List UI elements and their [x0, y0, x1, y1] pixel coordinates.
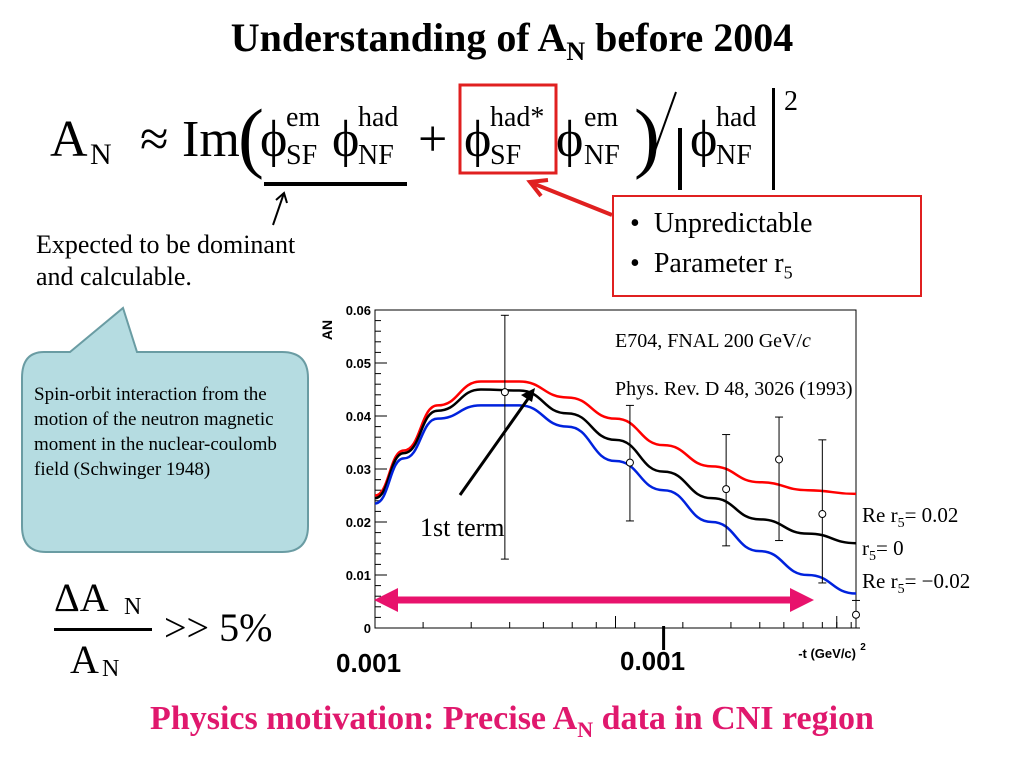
- ratio-numerator: ΔA: [54, 575, 109, 620]
- formula-phi-1: ϕ: [260, 111, 288, 168]
- formula-had-2: had: [716, 102, 757, 133]
- bullet-item-2: • Parameter r5: [630, 248, 793, 283]
- formula-phi-2: ϕ: [332, 111, 360, 168]
- x-axis-label-power: 2: [860, 642, 866, 653]
- formula-power: 2: [784, 86, 798, 117]
- data-point: [625, 458, 634, 467]
- second-term-highlight-box: [458, 83, 558, 175]
- data-point: [500, 388, 509, 397]
- first-term-arrow-icon: [458, 395, 532, 496]
- bubble-text: Spin-orbit interaction from the motion o…: [34, 384, 277, 480]
- legend-r5-zero: r5= 0: [862, 536, 904, 565]
- reference-annotation: Phys. Rev. D 48, 3026 (1993): [615, 378, 853, 400]
- data-point: [722, 485, 731, 494]
- formula-nf-3: NF: [716, 140, 752, 171]
- data-point: [775, 455, 784, 464]
- formula-lhs-sub: N: [90, 138, 112, 171]
- unpredictable-box: • Unpredictable • Parameter r5: [612, 195, 922, 297]
- formula-im: Im: [182, 111, 240, 168]
- formula-had-1: had: [358, 102, 399, 133]
- first-term-arrowhead-icon: [521, 388, 535, 402]
- series-curve-2: [374, 404, 857, 595]
- ratio-numerator-sub: N: [124, 594, 142, 620]
- formula-close-paren: ): [634, 93, 660, 180]
- red-pointer-arrow-icon: [526, 178, 613, 217]
- ratio-fraction-bar: [54, 628, 152, 631]
- dominant-note: Expected to be dominant and calculable.: [36, 229, 295, 293]
- an-chart: 0 0.01 0.02 0.03 0.04 0.05 0.06 AN -t (GeV/c) 2: [318, 298, 878, 678]
- slide-title: Understanding of AN before 2004: [230, 15, 794, 66]
- bullet-item-1: • Unpredictable: [630, 208, 813, 239]
- y-tick-label: 0: [364, 621, 371, 636]
- y-tick-label: 0.04: [346, 409, 372, 424]
- ratio-denominator-sub: N: [102, 656, 120, 682]
- ratio-formula: ΔA N A N >> 5%: [40, 570, 300, 690]
- x-range-label-right: 0.001: [620, 646, 686, 676]
- formula-had-star: had*: [490, 102, 545, 133]
- data-point: [818, 510, 827, 519]
- formula-em-2: em: [584, 102, 619, 133]
- ratio-denominator: A: [70, 637, 99, 682]
- y-tick-label: 0.06: [346, 303, 371, 318]
- formula-sf-2: SF: [490, 140, 522, 171]
- series-curve-1: [374, 388, 857, 545]
- x-range-label-left: 0.001: [336, 648, 402, 678]
- formula-plus: +: [418, 111, 448, 168]
- asymmetry-formula: A N ≈ Im ( ϕ em SF ϕ had NF + ϕ had* SF …: [0, 0, 1024, 200]
- dominant-note-line-1: Expected to be dominant: [36, 230, 296, 259]
- y-tick-label: 0.01: [346, 568, 371, 583]
- formula-decorations: [264, 83, 677, 186]
- curve-legend: Re r5= 0.02 r5= 0 Re r5= −0.02: [862, 503, 970, 603]
- spin-orbit-bubble: [21, 306, 309, 553]
- y-tick-label: 0.02: [346, 515, 371, 530]
- ratio-rhs: >> 5%: [164, 605, 273, 650]
- source-annotation: E704, FNAL 200 GeV/c: [615, 330, 811, 352]
- x-axis-label: -t (GeV/c): [798, 646, 856, 661]
- formula-open-paren: (: [238, 93, 264, 180]
- plot-frame: [374, 309, 857, 629]
- formula-approx: ≈: [140, 111, 169, 168]
- formula-abs-bar-right: [772, 88, 775, 190]
- formula-em-1: em: [286, 102, 321, 133]
- first-term-label: 1st term: [420, 513, 505, 542]
- formula-phi-5: ϕ: [690, 111, 718, 168]
- y-axis-label: AN: [319, 320, 335, 340]
- legend-re-r5-neg: Re r5= −0.02: [862, 569, 971, 598]
- formula-abs-bar-left: [678, 128, 682, 190]
- data-point: [852, 610, 860, 619]
- formula-divide-slash: [647, 91, 677, 171]
- formula-lhs: A: [50, 111, 88, 168]
- legend-re-r5-pos: Re r5= 0.02: [862, 503, 959, 532]
- motivation-banner: Physics motivation: Precise AN data in C…: [150, 700, 874, 742]
- y-tick-label: 0.05: [346, 356, 371, 371]
- formula-nf-2: NF: [584, 140, 620, 171]
- dominant-arrow-icon: [272, 191, 288, 226]
- cni-range-arrowhead-left-icon: [374, 588, 398, 612]
- y-tick-label: 0.03: [346, 462, 371, 477]
- formula-nf-1: NF: [358, 140, 394, 171]
- formula-phi-4: ϕ: [556, 111, 584, 168]
- series-curve-0: [374, 380, 857, 497]
- formula-sf-1: SF: [286, 140, 318, 171]
- cni-range-arrowhead-right-icon: [790, 588, 814, 612]
- an-chart-svg: 0 0.01 0.02 0.03 0.04 0.05 0.06 AN -t (GeV/c) 2: [319, 303, 866, 661]
- formula-phi-3: ϕ: [464, 111, 492, 168]
- dominant-note-line-2: and calculable.: [36, 262, 192, 291]
